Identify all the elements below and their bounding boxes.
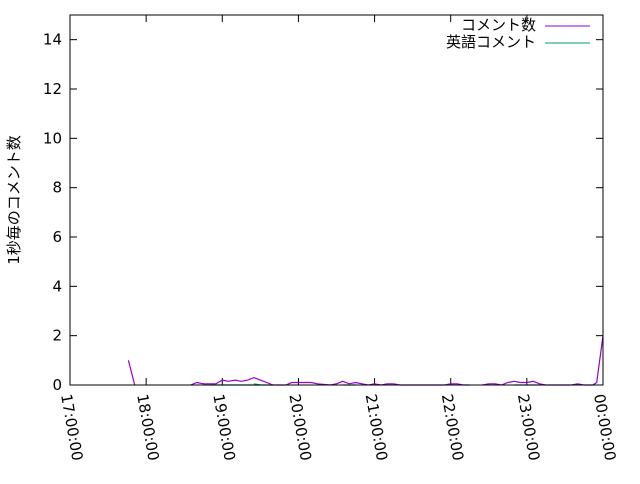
- y-tick-label: 14: [43, 31, 62, 49]
- plot-border: [69, 14, 604, 386]
- x-tick-label: 00:00:00: [590, 393, 619, 462]
- x-tick-label: 19:00:00: [209, 393, 238, 462]
- ticks: 0 2 4 6 8 10 12 14 17:00:00 18:00:00 19:00:00 20:00…: [43, 15, 619, 462]
- x-tick-label: 18:00:00: [133, 393, 162, 462]
- x-tick-label: 22:00:00: [438, 393, 467, 462]
- y-axis-label: 1秒毎のコメント数: [5, 135, 23, 265]
- y-tick-label: 8: [52, 179, 62, 197]
- legend: コメント数 英語コメント: [446, 16, 590, 51]
- y-tick-label: 2: [52, 327, 62, 345]
- x-tick-label: 17:00:00: [57, 393, 86, 462]
- legend-label-1: 英語コメント: [446, 33, 536, 51]
- legend-label-0: コメント数: [461, 16, 536, 34]
- series-layer: [127, 335, 604, 386]
- x-tick-label: 21:00:00: [362, 393, 391, 462]
- y-tick-label: 10: [43, 129, 62, 147]
- y-tick-label: 0: [52, 376, 62, 394]
- y-tick-label: 4: [52, 277, 62, 295]
- series-line-0: [127, 335, 604, 386]
- y-tick-label: 6: [52, 228, 62, 246]
- y-tick-label: 12: [43, 80, 62, 98]
- x-tick-label: 23:00:00: [514, 393, 543, 462]
- x-tick-label: 20:00:00: [285, 393, 314, 462]
